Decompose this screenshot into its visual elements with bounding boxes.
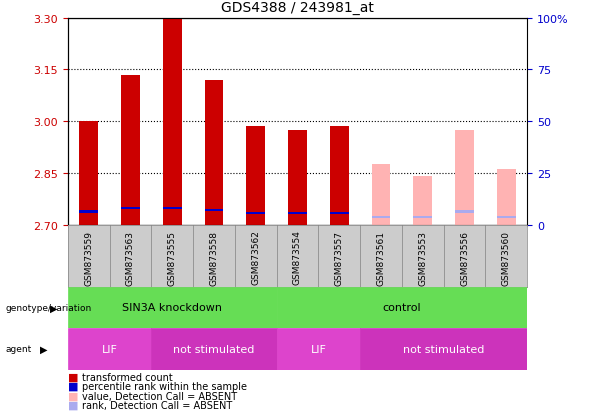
Text: percentile rank within the sample: percentile rank within the sample [82,381,247,391]
Bar [288,131,307,225]
Bar [121,75,140,225]
Text: GSM873555: GSM873555 [168,230,177,285]
Bar [330,127,349,225]
Text: agent: agent [6,344,32,354]
Text: value, Detection Call = ABSENT: value, Detection Call = ABSENT [82,391,237,401]
Bar [497,170,516,225]
Bar [360,328,527,370]
Text: GSM873560: GSM873560 [502,230,511,285]
Text: not stimulated: not stimulated [403,344,484,354]
Bar [121,207,140,209]
Bar [288,213,307,215]
Bar [372,216,391,218]
Text: GSM873562: GSM873562 [251,230,260,285]
Bar [455,131,474,225]
Text: GSM873558: GSM873558 [210,230,219,285]
Text: transformed count: transformed count [82,372,173,382]
Text: LIF: LIF [101,344,117,354]
Text: ▶: ▶ [50,303,58,313]
Bar [413,177,432,225]
Bar [413,216,432,218]
Bar [277,287,527,328]
Text: rank, Detection Call = ABSENT: rank, Detection Call = ABSENT [82,400,233,410]
Text: GSM873557: GSM873557 [335,230,344,285]
Bar [163,20,181,225]
Bar [163,207,181,209]
Text: ■: ■ [68,400,78,410]
Bar [79,122,98,225]
Bar [79,211,98,213]
Text: ▶: ▶ [40,344,48,354]
Bar [372,165,391,225]
Bar [455,211,474,213]
Bar [246,127,265,225]
Bar [204,209,223,211]
Text: GSM873561: GSM873561 [376,230,385,285]
Bar [151,328,277,370]
Text: not stimulated: not stimulated [173,344,254,354]
Text: GSM873556: GSM873556 [460,230,469,285]
Text: ■: ■ [68,391,78,401]
Text: ■: ■ [68,381,78,391]
Bar [277,328,360,370]
Bar [246,213,265,215]
Text: LIF: LIF [310,344,326,354]
Text: genotype/variation: genotype/variation [6,303,92,312]
Bar [330,213,349,215]
Text: GSM873563: GSM873563 [126,230,135,285]
Bar [68,328,151,370]
Text: ■: ■ [68,372,78,382]
Bar [204,81,223,225]
Text: GSM873553: GSM873553 [418,230,427,285]
Text: GSM873559: GSM873559 [84,230,93,285]
Text: GSM873554: GSM873554 [293,230,302,285]
Bar [68,287,277,328]
Bar [497,216,516,218]
Title: GDS4388 / 243981_at: GDS4388 / 243981_at [221,1,374,15]
Text: SIN3A knockdown: SIN3A knockdown [122,303,222,313]
Text: control: control [382,303,421,313]
